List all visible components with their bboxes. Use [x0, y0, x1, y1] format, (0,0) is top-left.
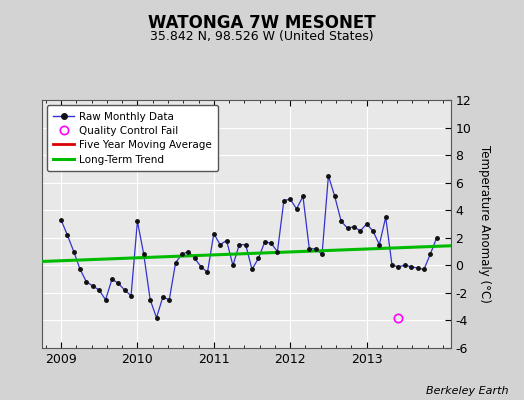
Text: WATONGA 7W MESONET: WATONGA 7W MESONET	[148, 14, 376, 32]
Legend: Raw Monthly Data, Quality Control Fail, Five Year Moving Average, Long-Term Tren: Raw Monthly Data, Quality Control Fail, …	[47, 105, 219, 171]
Text: 35.842 N, 98.526 W (United States): 35.842 N, 98.526 W (United States)	[150, 30, 374, 43]
Y-axis label: Temperature Anomaly (°C): Temperature Anomaly (°C)	[478, 145, 491, 303]
Text: Berkeley Earth: Berkeley Earth	[426, 386, 508, 396]
